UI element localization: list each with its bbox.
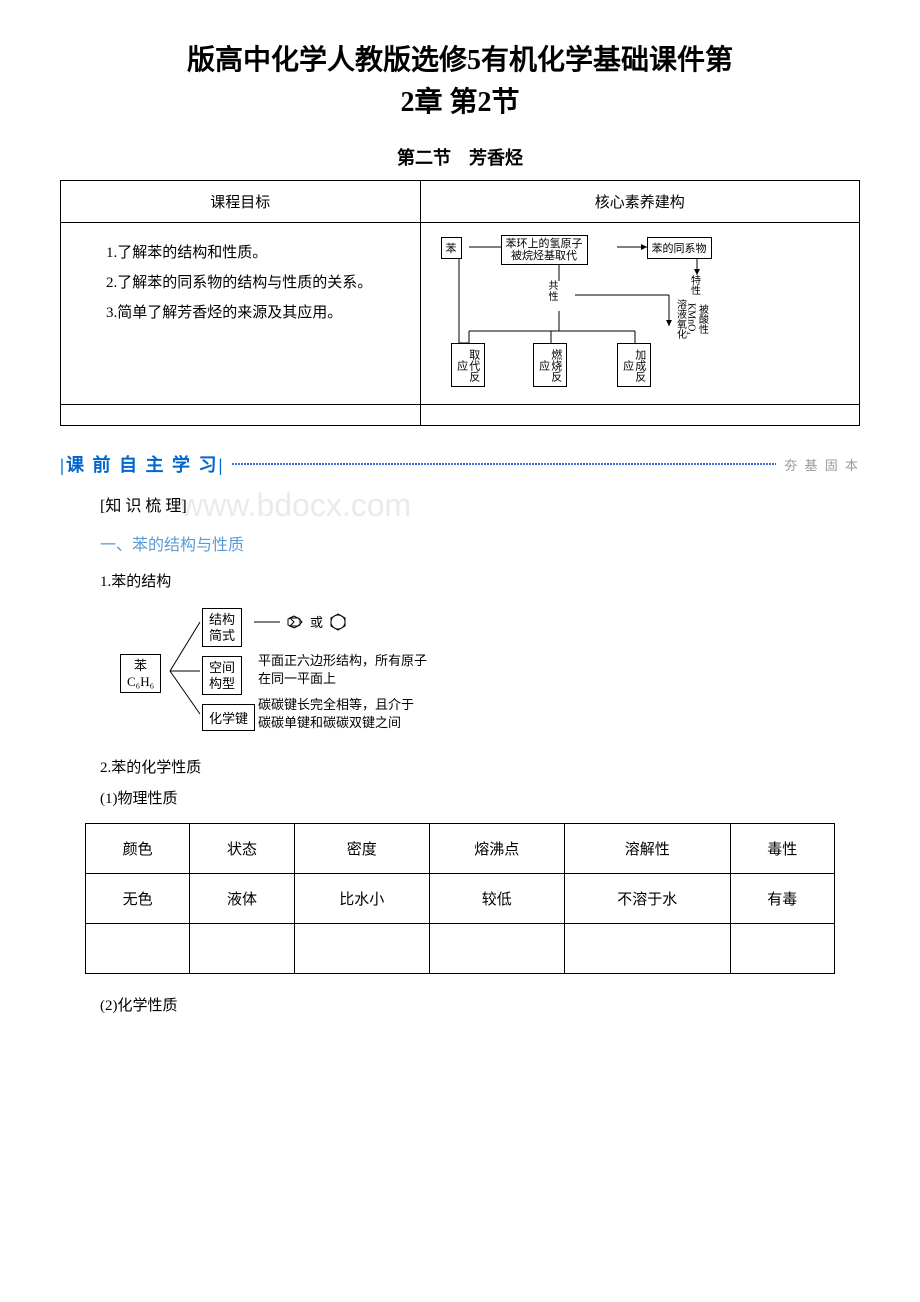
struct-row2-desc: 平面正六边形结构，所有原子 在同一平面上 [258,652,427,688]
empty-p-0 [86,924,190,974]
goals-header-right: 核心素养建构 [420,181,859,223]
diagram-bottom-2: 燃烧反应 [533,343,567,387]
section-banner: |课 前 自 主 学 习| 夯 基 固 本 [60,451,860,477]
structure-diagram: 苯C₆H₆ 结构简式 或 空间构型 平面正六边形结构，所有原子 在同一平面上 化… [120,606,520,736]
diagram-center: 共性 [549,281,559,303]
knowledge-combing: [知 识 梳 理] [100,492,860,516]
prop-h-2: 密度 [294,824,429,874]
prop-h-1: 状态 [190,824,294,874]
struct-row3-box: 化学键 [202,704,255,731]
subtitle: 第二节 芳香烃 [60,144,860,170]
diagram-bottom-1: 取代反应 [451,343,485,387]
title-line2: 2章 第2节 [400,87,519,118]
prop-v-5: 有毒 [730,874,834,924]
prop-h-0: 颜色 [86,824,190,874]
empty-cell-1 [61,405,421,426]
empty-p-4 [564,924,730,974]
goals-header-left: 课程目标 [61,181,421,223]
prop-v-2: 比水小 [294,874,429,924]
empty-cell-2 [420,405,859,426]
objective-3: 3.简单了解芳香烃的来源及其应用。 [76,298,405,328]
empty-p-1 [190,924,294,974]
empty-p-5 [730,924,834,974]
banner-right: 夯 基 固 本 [776,455,860,474]
objectives-cell: 1.了解苯的结构和性质。 2.了解苯的同系物的结构与性质的关系。 3.简单了解芳… [61,223,421,405]
struct-root: 苯C₆H₆ [120,654,161,693]
empty-p-3 [429,924,564,974]
objective-1: 1.了解苯的结构和性质。 [76,238,405,268]
prop-h-3: 熔沸点 [429,824,564,874]
point-1: (1)物理性质 [100,787,860,808]
struct-row2-box: 空间构型 [202,656,242,695]
goals-table: 课程目标 核心素养建构 1.了解苯的结构和性质。 2.了解苯的同系物的结构与性质… [60,180,860,426]
section-1-title: 一、苯的结构与性质 [100,531,860,555]
struct-row1-box: 结构简式 [202,608,242,647]
diagram-cell: 苯 苯环上的氢原子被烷烃基取代 苯的同系物 特性 共性 取代反应 燃烧反应 加成… [420,223,859,405]
diagram-bottom-3: 加成反应 [617,343,651,387]
banner-left: |课 前 自 主 学 习| [60,451,232,477]
struct-or: 或 [310,614,323,632]
prop-v-3: 较低 [429,874,564,924]
title-line1: 版高中化学人教版选修5有机化学基础课件第 [187,45,733,76]
diagram-root: 苯 [441,237,462,259]
prop-v-1: 液体 [190,874,294,924]
prop-v-4: 不溶于水 [564,874,730,924]
diagram-top-right: 苯的同系物 [647,237,712,259]
objective-2: 2.了解苯的同系物的结构与性质的关系。 [76,268,405,298]
concept-diagram: 苯 苯环上的氢原子被烷烃基取代 苯的同系物 特性 共性 取代反应 燃烧反应 加成… [429,231,851,391]
empty-p-2 [294,924,429,974]
struct-row3-desc: 碳碳键长完全相等，且介于 碳碳单键和碳碳双键之间 [258,696,414,732]
diagram-right-label: 特性 [689,275,700,295]
prop-h-5: 毒性 [730,824,834,874]
diagram-right-box: 被酸性KMnO₄溶液氧化 [675,299,708,339]
diagram-top-center: 苯环上的氢原子被烷烃基取代 [501,235,588,265]
point-2: (2)化学性质 [100,994,860,1015]
properties-table: 颜色 状态 密度 熔沸点 溶解性 毒性 无色 液体 比水小 较低 不溶于水 有毒 [85,823,835,974]
sub-heading-2: 2.苯的化学性质 [100,756,860,777]
prop-v-0: 无色 [86,874,190,924]
main-title: 版高中化学人教版选修5有机化学基础课件第 2章 第2节 [60,40,860,124]
banner-line [232,463,776,465]
prop-h-4: 溶解性 [564,824,730,874]
sub-heading-1: 1.苯的结构 [100,570,860,591]
